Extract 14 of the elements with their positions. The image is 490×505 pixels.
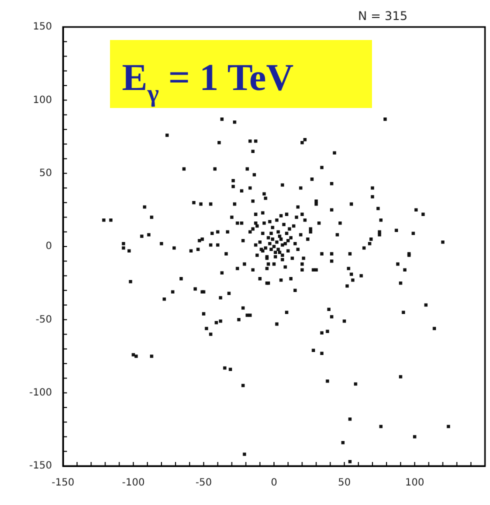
x-tick-label: 50 xyxy=(338,478,351,489)
y-tick-label: 0 xyxy=(46,241,52,252)
x-tick-label: -150 xyxy=(52,478,74,489)
y-tick-label: 150 xyxy=(32,22,52,33)
y-tick-label: 100 xyxy=(32,94,52,106)
x-tick-label: 100 xyxy=(405,478,424,489)
x-tick-label: -50 xyxy=(195,478,212,489)
text: N = 315 xyxy=(358,9,408,23)
y-tick-label: 50 xyxy=(39,168,52,179)
y-tick-label: -100 xyxy=(29,387,52,398)
y-tick-label: -150 xyxy=(29,460,52,472)
x-tick-label: 0 xyxy=(270,478,278,489)
x-tick-label: -100 xyxy=(122,478,145,489)
y-tick-label: -50 xyxy=(36,314,52,326)
